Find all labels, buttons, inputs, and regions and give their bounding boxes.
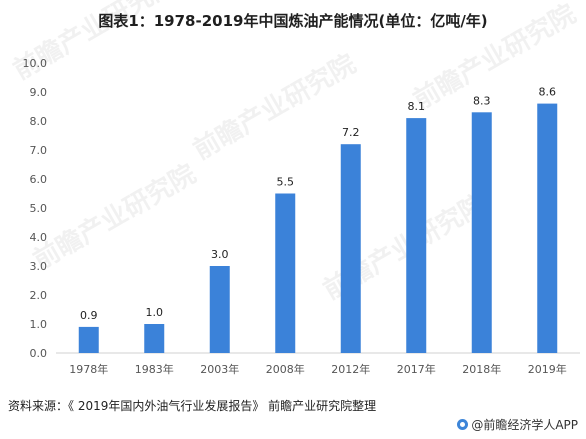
data-label: 8.1 [408, 100, 426, 113]
x-tick-label: 2019年 [528, 362, 567, 376]
chart-title: 图表1：1978-2019年中国炼油产能情况(单位：亿吨/年) [98, 12, 488, 30]
watermark-text: 前瞻产业研究院 [408, 0, 581, 116]
data-label: 1.0 [146, 306, 164, 319]
y-tick-label: 5.0 [30, 202, 48, 215]
brand-credit: @前瞻经济学人APP [457, 416, 578, 433]
y-tick-label: 4.0 [30, 231, 48, 244]
bar [144, 324, 165, 353]
data-label: 8.6 [539, 86, 557, 99]
x-tick-label: 2017年 [397, 362, 436, 376]
y-tick-label: 10.0 [23, 57, 48, 70]
source-note: 资料来源：《 2019年国内外油气行业发展报告》 前瞻产业研究院整理 [8, 399, 377, 413]
bar [209, 266, 230, 353]
x-tick-label: 2018年 [462, 362, 501, 376]
bars-group: 0.9 1.0 3.0 5.5 7.2 8.1 8.3 8.6 [78, 86, 558, 353]
data-label: 8.3 [473, 94, 491, 107]
y-tick-label: 1.0 [30, 318, 48, 331]
y-axis: 0.0 1.0 2.0 3.0 4.0 5.0 6.0 7.0 8.0 9.0 10.0 [23, 57, 48, 360]
x-tick-label: 2008年 [266, 362, 305, 376]
watermark-text: 前瞻产业研究院 [28, 158, 201, 276]
data-label: 3.0 [211, 248, 229, 261]
watermark-text: 前瞻产业研究院 [188, 48, 361, 166]
x-tick-label: 1978年 [69, 362, 108, 376]
bar [537, 103, 558, 353]
brand-logo-icon [457, 419, 469, 430]
y-tick-label: 7.0 [30, 144, 48, 157]
x-tick-label: 1983年 [135, 362, 174, 376]
y-tick-label: 3.0 [30, 260, 48, 273]
bar [406, 118, 427, 353]
data-label: 5.5 [277, 176, 295, 189]
x-tick-label: 2012年 [331, 362, 370, 376]
data-label: 0.9 [80, 309, 98, 322]
data-label: 7.2 [342, 126, 360, 139]
y-tick-label: 0.0 [30, 347, 48, 360]
bar [471, 112, 492, 353]
watermark-text: 前瞻产业研究院 [8, 0, 181, 86]
x-axis: 1978年 1983年 2003年 2008年 2012年 2017年 2018年 2019年 [69, 362, 567, 376]
brand-text: @前瞻经济学人APP [471, 418, 578, 432]
x-tick-label: 2003年 [200, 362, 239, 376]
bar [78, 326, 99, 353]
bar [275, 193, 296, 353]
bar [340, 144, 361, 353]
y-tick-label: 2.0 [30, 289, 48, 302]
y-tick-label: 9.0 [30, 86, 48, 99]
y-tick-label: 8.0 [30, 115, 48, 128]
y-tick-label: 6.0 [30, 173, 48, 186]
